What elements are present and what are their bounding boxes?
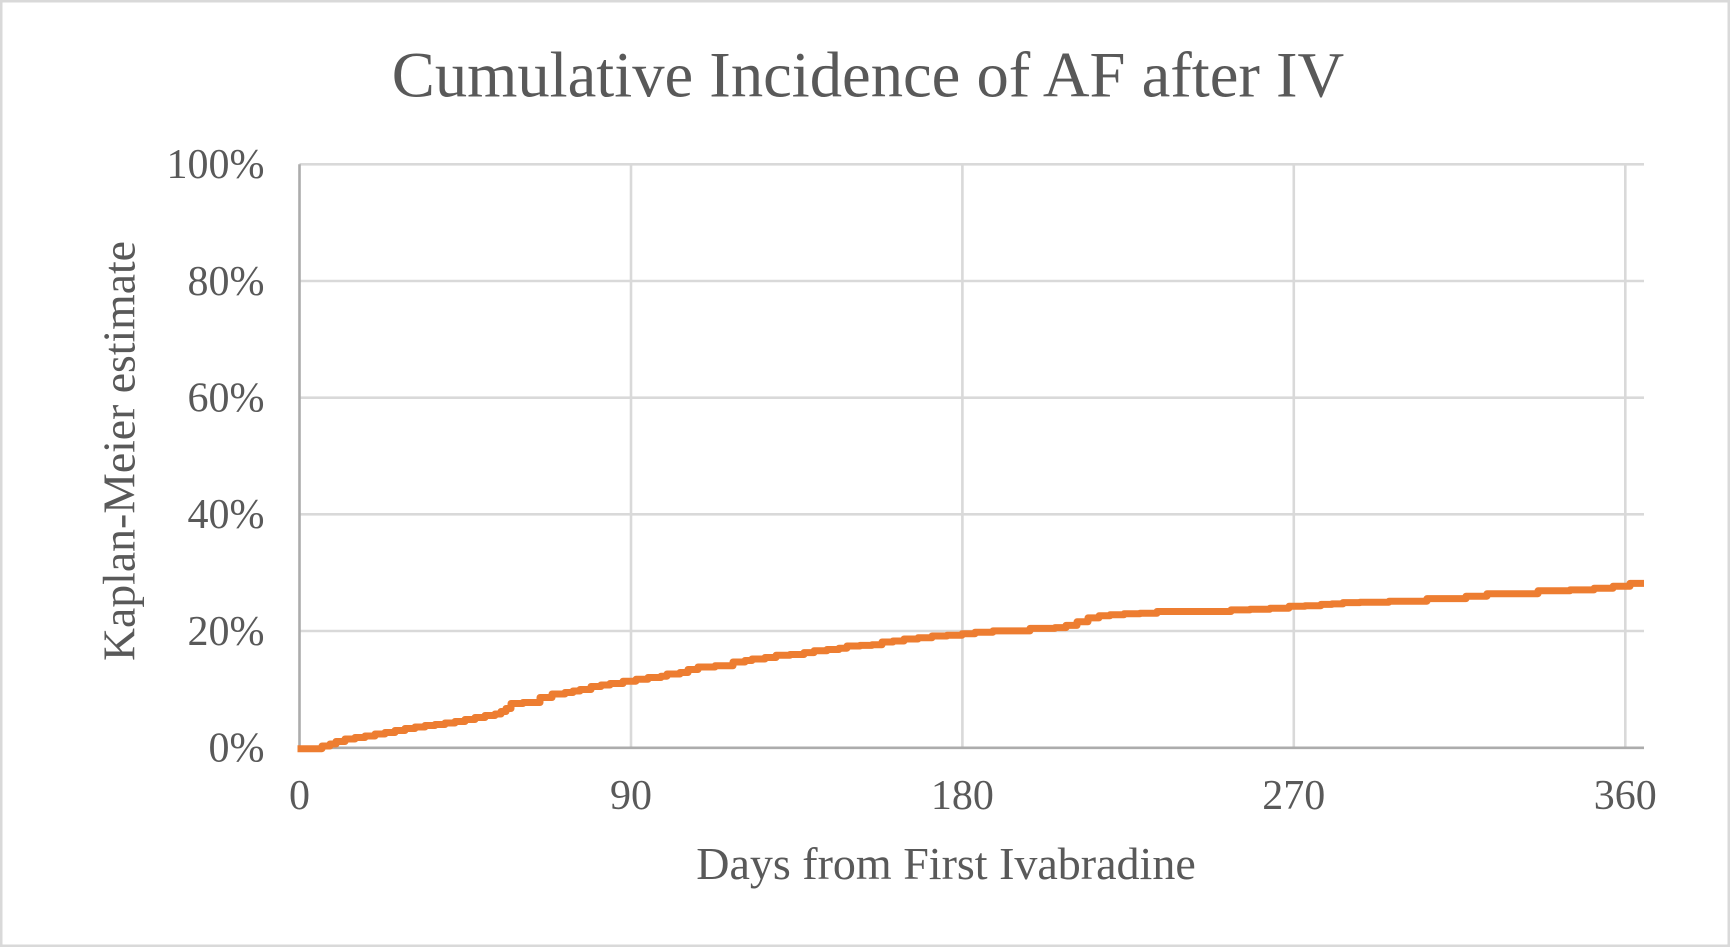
svg-text:0%: 0% xyxy=(209,726,265,772)
svg-text:180: 180 xyxy=(931,773,994,819)
svg-text:100%: 100% xyxy=(167,142,265,188)
svg-text:270: 270 xyxy=(1262,773,1325,819)
svg-text:20%: 20% xyxy=(188,609,265,655)
svg-text:60%: 60% xyxy=(188,376,265,422)
svg-text:0: 0 xyxy=(289,773,310,819)
svg-text:90: 90 xyxy=(610,773,652,819)
svg-text:Cumulative Incidence of AF aft: Cumulative Incidence of AF after IV xyxy=(392,39,1344,111)
svg-text:360: 360 xyxy=(1594,773,1657,819)
svg-text:Days from First Ivabradine: Days from First Ivabradine xyxy=(696,838,1196,889)
svg-text:Kaplan-Meier estimate: Kaplan-Meier estimate xyxy=(94,241,145,661)
svg-text:80%: 80% xyxy=(188,259,265,305)
svg-text:40%: 40% xyxy=(188,492,265,538)
